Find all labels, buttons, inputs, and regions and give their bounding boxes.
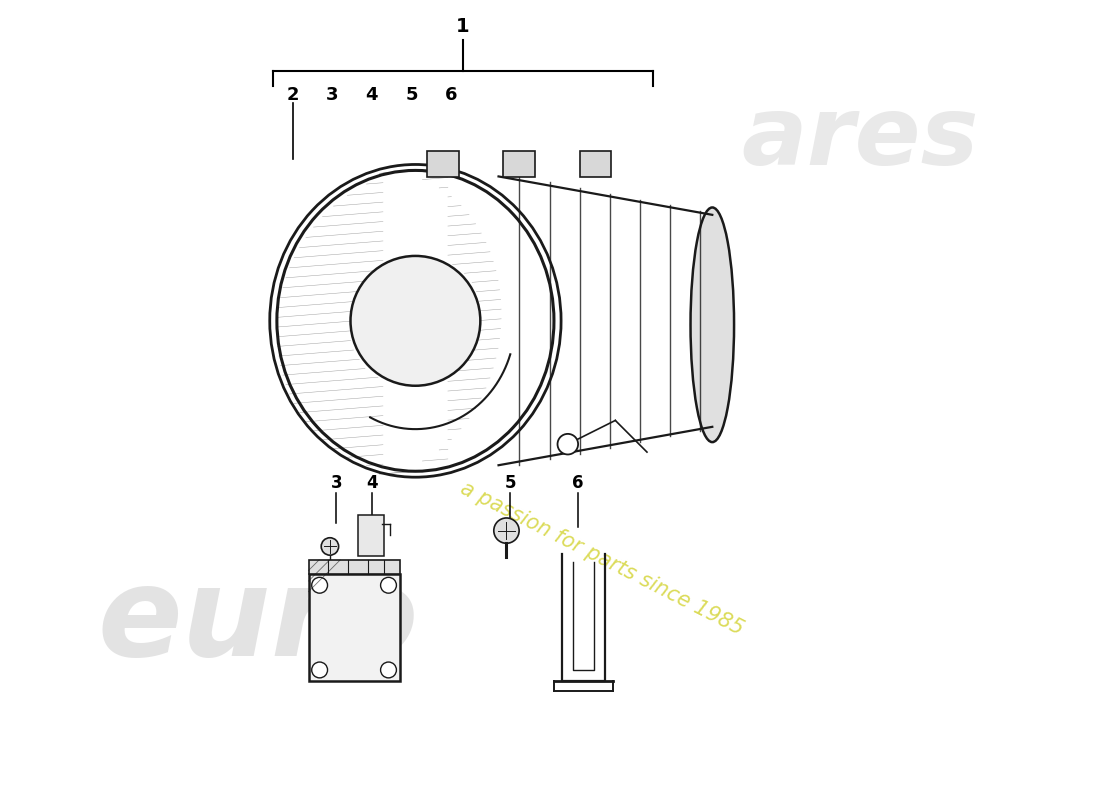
Text: 2: 2 [286,86,299,104]
Text: 5: 5 [405,86,418,104]
Text: 5: 5 [505,474,516,492]
Ellipse shape [277,170,554,471]
Text: 3: 3 [330,474,342,492]
Circle shape [558,434,579,454]
Text: a passion for parts since 1985: a passion for parts since 1985 [458,478,747,638]
Bar [308,574,399,681]
FancyBboxPatch shape [504,151,536,177]
Text: 3: 3 [326,86,339,104]
Circle shape [351,256,481,386]
Text: ares: ares [741,92,979,186]
Circle shape [381,578,396,593]
FancyBboxPatch shape [427,151,459,177]
Text: 4: 4 [365,86,378,104]
Circle shape [321,538,339,555]
FancyBboxPatch shape [580,151,612,177]
Circle shape [311,662,328,678]
Text: euro: euro [97,561,418,682]
Ellipse shape [691,207,734,442]
Circle shape [381,662,396,678]
Text: 1: 1 [456,17,470,36]
Circle shape [494,518,519,543]
Bar [308,560,399,574]
Text: 6: 6 [444,86,458,104]
FancyBboxPatch shape [359,514,384,556]
Text: 4: 4 [366,474,377,492]
Text: 6: 6 [572,474,583,492]
Circle shape [311,578,328,593]
